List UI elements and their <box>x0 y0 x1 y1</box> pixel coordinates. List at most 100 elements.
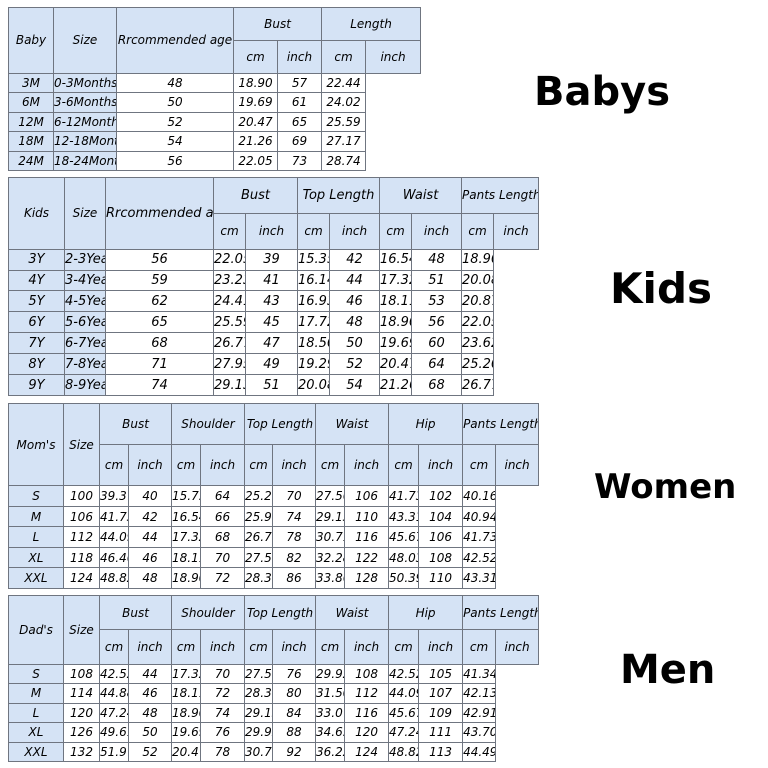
value-cell: 28.74 <box>321 150 367 172</box>
value-cell: 62 <box>105 290 214 313</box>
unit-cm-header: cm <box>462 444 497 487</box>
value-cell: 57 <box>276 72 323 94</box>
unit-inch-header: inch <box>365 39 422 74</box>
men-body: S10842.524417.327027.567629.9210842.5210… <box>8 663 539 763</box>
value-cell: 48.82 <box>388 741 420 763</box>
women-heading: Women <box>594 467 737 507</box>
size-cell: 9Y <box>8 374 65 396</box>
value-cell: 20.08 <box>461 269 494 292</box>
value-cell: 41.73 <box>99 505 129 528</box>
unit-cm-header: cm <box>244 444 274 487</box>
unit-inch-header: inch <box>200 629 246 665</box>
value-cell: 48 <box>329 311 380 334</box>
age-cell: 12-18Months <box>53 131 117 152</box>
value-cell: 42.52 <box>462 546 497 569</box>
unit-cm-header: cm <box>171 444 202 487</box>
value-cell: 18.11 <box>379 290 412 313</box>
value-cell: 68 <box>411 374 462 396</box>
table-row: L12047.244818.907429.138433.0711645.6710… <box>8 702 539 724</box>
value-cell: 120 <box>344 722 390 743</box>
table-row: XL11846.464618.117027.568232.2812248.031… <box>8 546 539 569</box>
value-cell: 44.49 <box>462 741 497 763</box>
table-row: 4Y3-4Years5923.234116.144417.325120.08 <box>8 269 539 292</box>
value-cell: 78 <box>200 741 246 763</box>
value-cell: 84 <box>272 702 317 724</box>
men-waist-header: Waist <box>315 594 390 631</box>
baby-length-header: Length <box>321 7 422 41</box>
value-cell: 20.08 <box>297 374 330 396</box>
kids-bust-header: Bust <box>213 177 298 214</box>
size-cell: 5Y <box>8 290 65 313</box>
value-cell: 18.50 <box>297 332 330 355</box>
men-shoulder-header: Shoulder <box>171 594 246 631</box>
age-cell: 8-9Years <box>64 374 106 396</box>
value-cell: 19.69 <box>379 332 412 355</box>
age-cell: 3-6Months <box>53 92 117 113</box>
value-cell: 42.91 <box>462 702 497 724</box>
women-body: S10039.374015.756425.207027.5610641.7310… <box>8 485 539 589</box>
value-cell: 48 <box>127 567 173 589</box>
value-cell: 51.97 <box>99 741 129 763</box>
value-cell: 86 <box>272 567 317 589</box>
value-cell: 43.70 <box>462 722 497 743</box>
men-size-table: Dad's Size Bust Shoulder Top Length Wais… <box>8 594 540 763</box>
value-cell: 48.82 <box>99 567 129 589</box>
unit-cm-header: cm <box>462 629 497 665</box>
value-cell: 124 <box>63 567 100 589</box>
kids-pants-length-header: Pants Length <box>460 177 540 214</box>
unit-inch-header: inch <box>276 39 323 74</box>
unit-inch-header: inch <box>245 212 298 250</box>
kids-heading: Kids <box>610 264 713 313</box>
value-cell: 27.56 <box>315 485 346 507</box>
value-cell: 82 <box>272 546 317 569</box>
value-cell: 42.52 <box>388 663 420 685</box>
value-cell: 74 <box>272 505 317 528</box>
value-cell: 41.34 <box>462 663 497 685</box>
value-cell: 18.11 <box>171 546 202 569</box>
value-cell: 111 <box>418 722 464 743</box>
value-cell: 72 <box>200 567 246 589</box>
men-hip-header: Hip <box>388 594 464 631</box>
size-cell: 12M <box>8 111 54 133</box>
value-cell: 116 <box>344 526 390 548</box>
value-cell: 74 <box>200 702 246 724</box>
table-row: 5Y4-5Years6224.414316.934618.115320.87 <box>8 290 539 313</box>
value-cell: 106 <box>418 526 464 548</box>
women-category-label: Mom's <box>8 402 64 487</box>
value-cell: 29.92 <box>244 722 274 743</box>
baby-size-header: Size <box>53 7 117 74</box>
value-cell: 41.73 <box>462 526 497 548</box>
men-top-length-header: Top Length <box>244 594 317 631</box>
value-cell: 23.62 <box>461 332 494 355</box>
value-cell: 118 <box>63 546 100 569</box>
value-cell: 17.32 <box>171 526 202 548</box>
value-cell: 45 <box>245 311 298 334</box>
value-cell: 24.41 <box>213 290 246 313</box>
unit-cm-header: cm <box>213 212 246 250</box>
table-row: 6M 3-6Months 50 19.69 61 24.02 <box>8 92 421 113</box>
value-cell: 56 <box>411 311 462 334</box>
size-cell: XXL <box>8 741 64 763</box>
value-cell: 132 <box>63 741 100 763</box>
value-cell: 107 <box>418 683 464 704</box>
table-row: S10039.374015.756425.207027.5610641.7310… <box>8 485 539 507</box>
table-row: M11444.884618.117228.358031.5011244.0910… <box>8 683 539 704</box>
baby-age-header: Rrcommended age <box>116 7 234 74</box>
value-cell: 17.72 <box>297 311 330 334</box>
unit-inch-header: inch <box>411 212 462 250</box>
value-cell: 76 <box>272 663 317 685</box>
value-cell: 64 <box>200 485 246 507</box>
value-cell: 28.35 <box>244 683 274 704</box>
value-cell: 15.35 <box>297 248 330 271</box>
value-cell: 47 <box>245 332 298 355</box>
size-cell: 6Y <box>8 311 65 334</box>
unit-inch-header: inch <box>418 444 464 487</box>
age-cell: 6-12Months <box>53 111 117 133</box>
value-cell: 124 <box>344 741 390 763</box>
value-cell: 105 <box>418 663 464 685</box>
unit-cm-header: cm <box>171 629 202 665</box>
women-waist-header: Waist <box>315 402 390 446</box>
value-cell: 51 <box>245 374 298 396</box>
unit-inch-header: inch <box>272 629 317 665</box>
